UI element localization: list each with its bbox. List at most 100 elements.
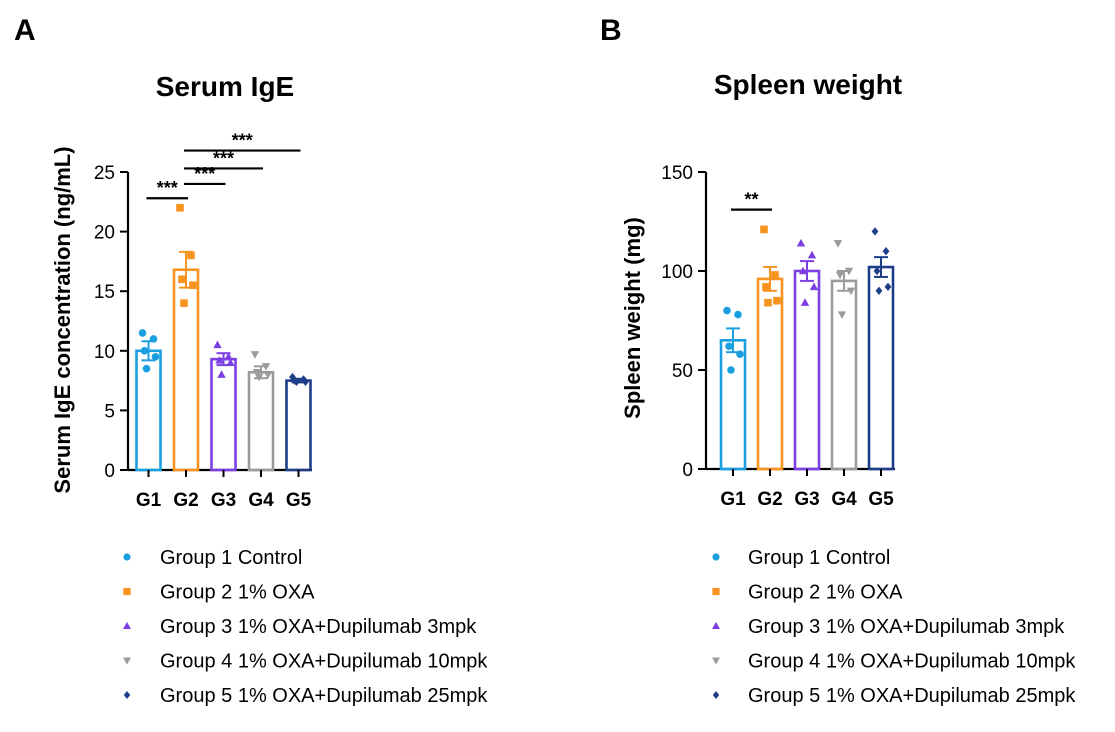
x-tick-label: G5 bbox=[286, 490, 312, 511]
data-point-g2 bbox=[760, 225, 768, 234]
panel-a-legend: Group 1 Control Group 2 1% OXA Group 3 1% … bbox=[123, 547, 488, 707]
legend-item: Group 1 Control bbox=[123, 547, 302, 569]
data-point-g5 bbox=[293, 377, 300, 386]
data-point-g4 bbox=[844, 267, 854, 276]
x-tick-label: G1 bbox=[720, 489, 746, 510]
legend-label: Group 3 1% OXA+Dupilumab 3mpk bbox=[160, 616, 477, 638]
legend-marker-g2 bbox=[712, 587, 720, 596]
legend-label: Group 3 1% OXA+Dupilumab 3mpk bbox=[748, 616, 1065, 638]
panel-a-y-axis-label: Serum IgE concentration (ng/mL) bbox=[50, 146, 75, 493]
data-point-g3 bbox=[800, 298, 810, 306]
data-point-g4 bbox=[250, 351, 260, 359]
x-tick-label: G2 bbox=[757, 489, 782, 510]
significance-label: *** bbox=[213, 148, 234, 168]
legend-marker-g5 bbox=[712, 691, 720, 699]
data-point-g3 bbox=[213, 340, 222, 349]
data-point-g1 bbox=[149, 335, 158, 343]
data-point-g1 bbox=[151, 352, 160, 361]
data-point-g4 bbox=[846, 287, 856, 296]
data-point-g2 bbox=[764, 298, 772, 307]
data-point-g2 bbox=[180, 299, 188, 307]
x-tick-label: G5 bbox=[868, 489, 894, 510]
data-point-g1 bbox=[736, 350, 744, 358]
legend-item: Group 2 1% OXA bbox=[712, 582, 903, 604]
data-point-g5 bbox=[871, 227, 879, 236]
data-point-g5 bbox=[289, 372, 296, 382]
data-point-g4 bbox=[263, 371, 273, 380]
bar-g4 bbox=[830, 279, 858, 471]
x-tick-label: G3 bbox=[794, 489, 819, 510]
data-point-g2 bbox=[187, 251, 195, 260]
data-point-g3 bbox=[809, 282, 819, 291]
data-point-g2 bbox=[771, 271, 779, 279]
significance-label: ** bbox=[744, 190, 758, 210]
y-tick-label: 100 bbox=[661, 262, 693, 283]
panel-b-y-axis-label: Spleen weight (mg) bbox=[620, 217, 645, 419]
significance-label: *** bbox=[157, 178, 178, 198]
y-tick-label: 0 bbox=[682, 460, 693, 481]
x-tick-label: G3 bbox=[211, 490, 236, 511]
data-point-g5 bbox=[882, 247, 890, 256]
legend-marker-g3 bbox=[123, 621, 131, 630]
bar-g3 bbox=[793, 269, 821, 471]
legend-marker-g4 bbox=[712, 657, 720, 665]
legend-item: Group 4 1% OXA+Dupilumab 10mpk bbox=[123, 651, 488, 673]
data-point-g3 bbox=[217, 370, 226, 378]
data-point-g4 bbox=[835, 271, 845, 280]
data-point-g1 bbox=[140, 347, 149, 355]
legend-label: Group 2 1% OXA bbox=[748, 582, 903, 604]
x-tick-label: G2 bbox=[173, 490, 198, 511]
panel-b-title: Spleen weight bbox=[714, 69, 902, 100]
data-point-g1 bbox=[142, 364, 151, 373]
data-point-g4 bbox=[833, 240, 843, 248]
panel-b-label: B bbox=[600, 14, 622, 47]
data-point-g5 bbox=[302, 377, 309, 386]
data-point-g5 bbox=[875, 286, 883, 295]
legend-item: Group 4 1% OXA+Dupilumab 10mpk bbox=[712, 651, 1076, 673]
data-point-g2 bbox=[762, 283, 770, 291]
legend-label: Group 4 1% OXA+Dupilumab 10mpk bbox=[748, 651, 1076, 673]
data-point-g5 bbox=[873, 266, 881, 276]
x-tick-label: G1 bbox=[136, 490, 162, 511]
legend-label: Group 2 1% OXA bbox=[160, 582, 315, 604]
data-point-g5 bbox=[300, 375, 307, 384]
legend-item: Group 5 1% OXA+Dupilumab 25mpk bbox=[123, 685, 488, 707]
bar-g2 bbox=[756, 277, 784, 471]
bar-g4 bbox=[247, 370, 275, 472]
legend-label: Group 1 Control bbox=[160, 547, 302, 569]
data-point-g3 bbox=[215, 355, 224, 364]
bar-g1 bbox=[719, 338, 747, 471]
data-point-g3 bbox=[226, 358, 235, 366]
legend-item: Group 1 Control bbox=[712, 547, 890, 569]
panel-a-label: A bbox=[14, 14, 36, 47]
data-point-g4 bbox=[837, 311, 847, 319]
y-tick-label: 5 bbox=[104, 401, 115, 422]
data-point-g1 bbox=[723, 306, 731, 315]
bar-g5 bbox=[285, 379, 312, 472]
data-point-g1 bbox=[138, 329, 147, 337]
data-point-g4 bbox=[261, 363, 271, 371]
data-point-g1 bbox=[727, 366, 735, 374]
error-bar-g2 bbox=[763, 266, 777, 292]
legend-marker-g1 bbox=[123, 553, 131, 561]
data-point-g3 bbox=[807, 250, 817, 259]
error-bar-g5 bbox=[874, 256, 888, 278]
panel-b-plot: 0 50 100 150 G1 G2 G3 G4 G5 ** bbox=[661, 163, 895, 510]
data-point-g2 bbox=[178, 275, 186, 284]
panel-b-legend: Group 1 Control Group 2 1% OXA Group 3 1% … bbox=[712, 547, 1076, 707]
data-point-g2 bbox=[773, 296, 781, 305]
legend-item: Group 3 1% OXA+Dupilumab 3mpk bbox=[712, 616, 1065, 638]
legend-label: Group 5 1% OXA+Dupilumab 25mpk bbox=[160, 685, 488, 707]
x-tick-label: G4 bbox=[831, 489, 857, 510]
x-tick-label: G4 bbox=[248, 490, 274, 511]
data-point-g2 bbox=[189, 281, 197, 290]
bar-g5 bbox=[867, 265, 895, 471]
legend-label: Group 1 Control bbox=[748, 547, 890, 569]
error-bar-g3 bbox=[800, 260, 814, 282]
y-tick-label: 0 bbox=[104, 461, 115, 482]
legend-item: Group 2 1% OXA bbox=[123, 582, 315, 604]
panel-a: A Serum IgE Serum IgE concentration (ng/… bbox=[14, 14, 312, 511]
y-tick-label: 15 bbox=[94, 282, 115, 303]
